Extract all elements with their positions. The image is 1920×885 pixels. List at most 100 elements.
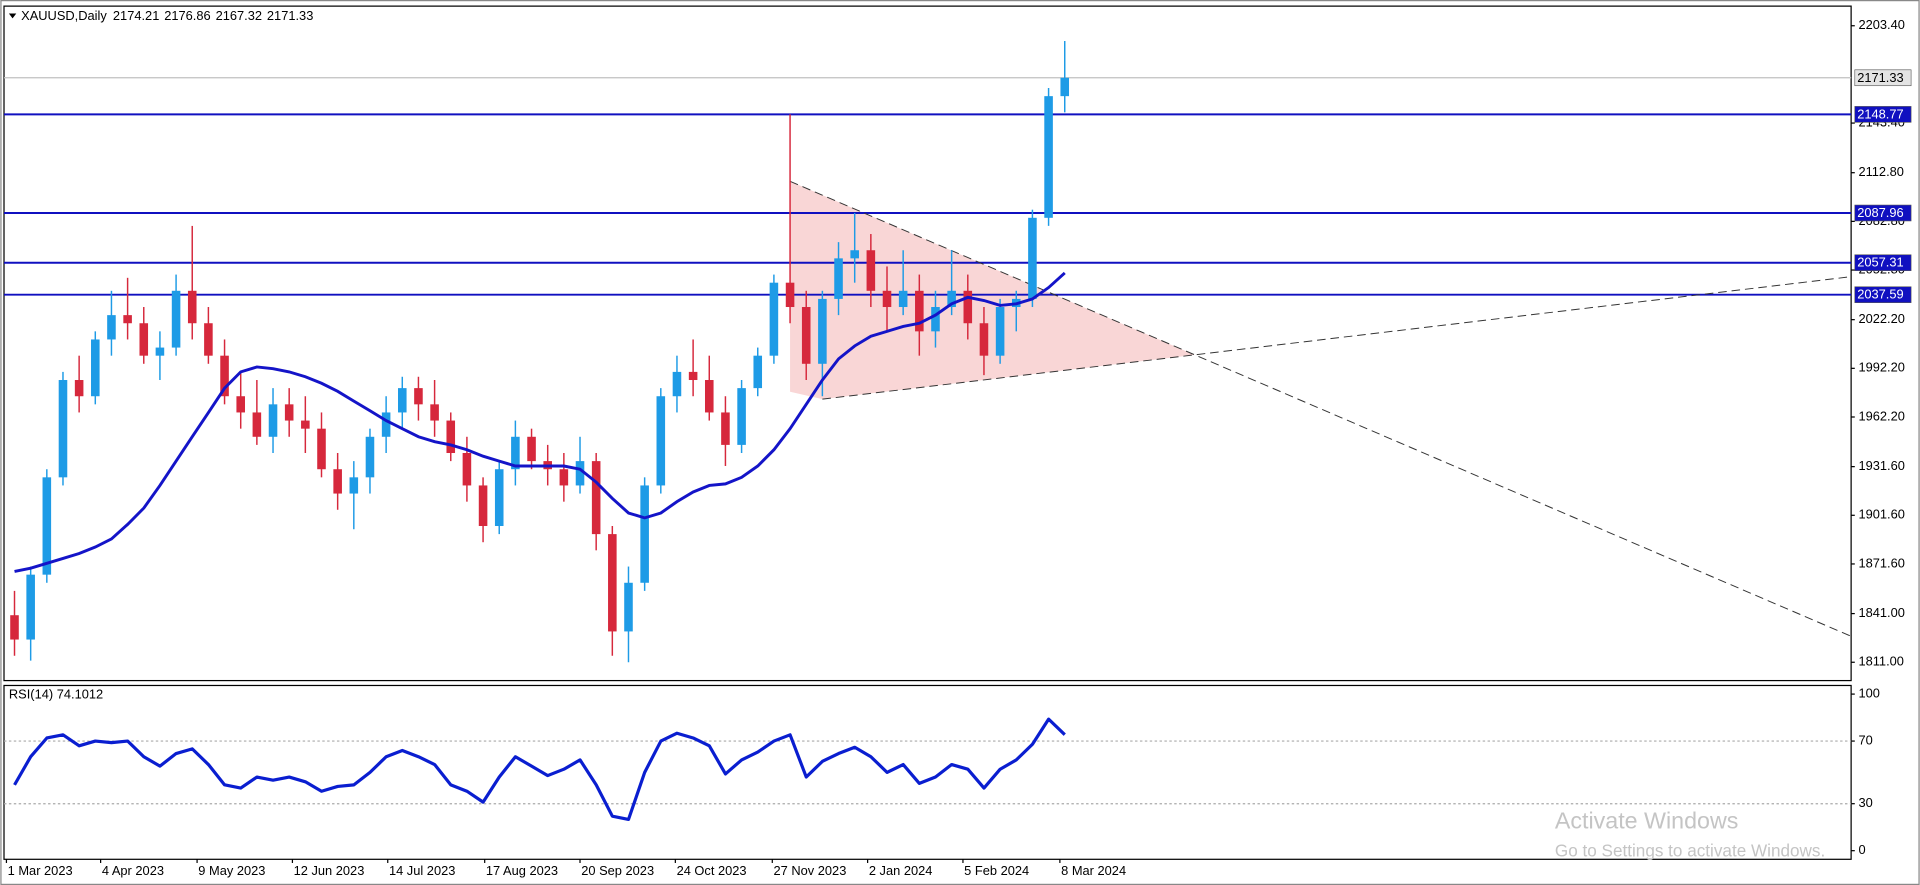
open-value: 2174.21 <box>113 9 159 24</box>
candle-body <box>107 315 116 340</box>
candle-body <box>268 404 278 437</box>
candle-body <box>511 436 520 470</box>
y-tick-label: 1992.20 <box>1858 360 1904 375</box>
candle-body <box>640 485 649 583</box>
price-label-box <box>1854 106 1912 123</box>
candle-body <box>575 461 585 486</box>
candle-body <box>301 420 310 429</box>
x-tick-label: 9 May 2023 <box>198 863 265 878</box>
y-tick-label: 1931.60 <box>1858 458 1904 473</box>
y-tick-label: 100 <box>1858 685 1879 700</box>
candle-body <box>430 404 439 421</box>
candle-body <box>171 290 181 348</box>
candle-body <box>624 582 633 632</box>
candle-body <box>785 282 795 308</box>
y-tick-label: 1901.60 <box>1858 507 1904 522</box>
rsi-line <box>13 717 1066 821</box>
candle-body <box>91 339 100 397</box>
y-tick-label: 0 <box>1858 842 1865 857</box>
candle-body <box>236 396 245 413</box>
trendline <box>822 276 1852 400</box>
candle-body <box>446 420 456 454</box>
candle-body <box>1060 77 1070 97</box>
candle-body <box>26 574 35 640</box>
candle-body <box>850 250 859 259</box>
y-tick-label: 1811.00 <box>1858 654 1903 669</box>
candle-body <box>963 290 973 324</box>
candle-body <box>284 404 294 421</box>
candle-body <box>333 469 342 494</box>
rsi-title: RSI(14) 74.1012 <box>9 687 103 702</box>
high-value: 2176.86 <box>164 9 210 24</box>
candle-body <box>381 412 391 437</box>
candle-body <box>398 388 407 413</box>
candle-body <box>10 615 19 640</box>
candle-body <box>123 315 132 324</box>
candle-body <box>769 282 779 356</box>
candle-body <box>801 307 811 364</box>
candle-body <box>317 428 326 470</box>
candle-body <box>139 323 149 356</box>
y-tick-label: 2022.20 <box>1858 311 1904 326</box>
candle-body <box>995 307 1005 356</box>
candle-body <box>656 396 666 486</box>
candle-body <box>1044 96 1053 218</box>
y-tick-label: 1871.60 <box>1858 555 1904 570</box>
watermark-title: Activate Windows <box>1555 808 1738 834</box>
candle-body <box>704 380 714 413</box>
trendline <box>789 180 1852 637</box>
candle-body <box>753 355 763 389</box>
moving-average <box>14 271 1066 573</box>
candle-body <box>688 371 698 381</box>
candle-body <box>559 469 569 486</box>
plot-layer: 2203.402143.402112.802082.802052.802022.… <box>4 17 1912 878</box>
candle-body <box>1028 217 1037 299</box>
price-label: 2037.59 <box>1857 287 1903 302</box>
x-tick-label: 17 Aug 2023 <box>486 863 558 878</box>
y-tick-label: 30 <box>1858 795 1872 810</box>
x-tick-label: 1 Mar 2023 <box>8 863 73 878</box>
y-tick-label: 1841.00 <box>1858 605 1904 620</box>
symbol: XAUUSD,Daily <box>21 9 107 24</box>
candle-body <box>834 258 843 299</box>
close-value: 2171.33 <box>267 9 313 24</box>
candle-body <box>882 290 892 308</box>
candle-body <box>349 477 359 494</box>
candle-body <box>979 323 989 356</box>
x-tick-label: 4 Apr 2023 <box>102 863 164 878</box>
main-panel <box>3 5 1852 682</box>
candle-body <box>220 355 229 397</box>
price-label: 2171.33 <box>1857 70 1903 85</box>
candle-body <box>462 453 472 486</box>
candle-body <box>866 250 876 291</box>
x-tick-label: 5 Feb 2024 <box>964 863 1029 878</box>
candle-body <box>737 388 746 445</box>
x-tick-label: 27 Nov 2023 <box>774 863 847 878</box>
candle-body <box>818 298 827 364</box>
price-label-box <box>1854 204 1912 222</box>
candle-body <box>721 412 730 445</box>
menu-arrow <box>8 13 17 19</box>
price-label-box <box>1854 254 1912 271</box>
triangle-fill <box>790 181 1195 400</box>
candle-body <box>155 347 165 356</box>
candle-body <box>608 534 617 632</box>
candle-body <box>527 436 536 462</box>
price-label: 2057.31 <box>1857 255 1903 270</box>
x-tick-label: 8 Mar 2024 <box>1061 863 1126 878</box>
low-value: 2167.32 <box>216 9 262 24</box>
x-tick-label: 12 Jun 2023 <box>294 863 365 878</box>
candle-body <box>931 307 940 332</box>
x-tick-label: 2 Jan 2024 <box>869 863 933 878</box>
price-label: 2148.77 <box>1857 106 1903 121</box>
y-tick-label: 2112.80 <box>1858 164 1903 179</box>
candle-body <box>478 485 488 526</box>
y-tick-label: 1962.20 <box>1858 408 1904 423</box>
candle-body <box>947 290 956 308</box>
x-tick-label: 20 Sep 2023 <box>581 863 654 878</box>
watermark-subtitle: Go to Settings to activate Windows. <box>1555 840 1825 860</box>
candle-body <box>42 477 52 575</box>
price-label-box <box>1854 69 1912 87</box>
